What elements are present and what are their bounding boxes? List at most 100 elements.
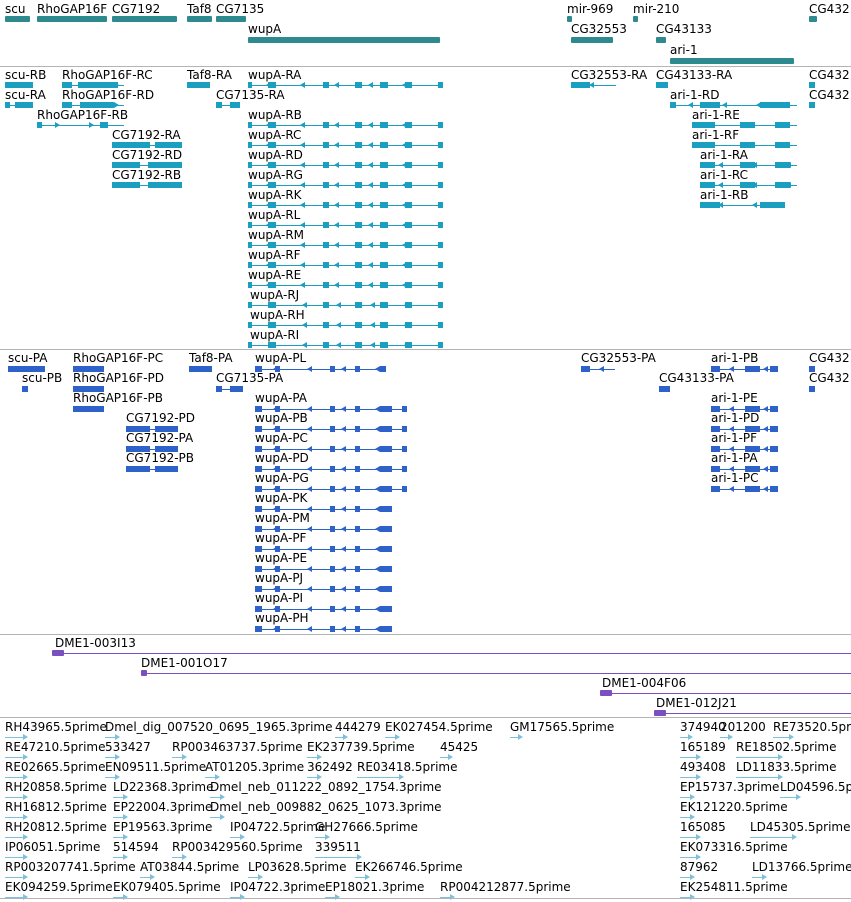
est-label[interactable]: LD11833.5prime: [736, 760, 837, 774]
protein-glyph[interactable]: [216, 389, 243, 390]
est-glyph[interactable]: [5, 857, 25, 858]
est-glyph[interactable]: [105, 757, 117, 758]
est-label[interactable]: RP003463737.5prime: [172, 740, 303, 754]
gene-label-cg43133[interactable]: CG43133: [656, 22, 712, 36]
transcript-label[interactable]: ari-1-RB: [700, 188, 749, 202]
clone-glyph[interactable]: [55, 653, 851, 654]
est-label[interactable]: LP03628.5prime: [248, 860, 347, 874]
est-label[interactable]: AT01205.3prime: [205, 760, 305, 774]
protein-glyph[interactable]: [255, 629, 392, 630]
gene-glyph-taf8[interactable]: [187, 16, 212, 22]
gene-label-mir-969[interactable]: mir-969: [567, 2, 614, 16]
est-glyph[interactable]: [752, 877, 764, 878]
est-label[interactable]: EK027454.5prime: [385, 720, 493, 734]
transcript-glyph[interactable]: [250, 305, 443, 306]
est-glyph[interactable]: [230, 897, 242, 898]
est-label[interactable]: EK079405.5prime: [113, 880, 221, 894]
protein-label[interactable]: CG432: [809, 351, 850, 365]
est-label[interactable]: EN09511.5prime: [105, 760, 207, 774]
transcript-label[interactable]: scu-RA: [5, 88, 46, 102]
est-glyph[interactable]: [113, 837, 125, 838]
gene-glyph-cg32553[interactable]: [571, 37, 613, 43]
protein-glyph[interactable]: [255, 509, 392, 510]
est-glyph[interactable]: [140, 877, 152, 878]
est-label[interactable]: RE02665.5prime: [5, 760, 106, 774]
est-glyph[interactable]: [335, 737, 345, 738]
protein-label[interactable]: ari-1-PE: [711, 391, 758, 405]
est-label[interactable]: RE18502.5prime: [736, 740, 837, 754]
protein-glyph[interactable]: [255, 549, 392, 550]
protein-label[interactable]: scu-PA: [8, 351, 48, 365]
est-glyph[interactable]: [315, 837, 327, 838]
transcript-label[interactable]: CG432: [809, 68, 850, 82]
est-label[interactable]: 87962: [680, 860, 719, 874]
gene-label-cg7135[interactable]: CG7135: [216, 2, 265, 16]
transcript-glyph[interactable]: [670, 105, 797, 106]
transcript-label[interactable]: CG32553-RA: [571, 68, 648, 82]
clone-label[interactable]: DME1-004F06: [602, 676, 687, 690]
protein-label[interactable]: wupA-PA: [255, 391, 307, 405]
est-label[interactable]: Dmel_neb_011222_0892_1754.3prime: [210, 780, 442, 794]
gene-glyph-cg7192[interactable]: [112, 16, 177, 22]
est-label[interactable]: IP06051.5prime: [5, 840, 101, 854]
protein-glyph[interactable]: [581, 369, 615, 370]
transcript-label[interactable]: wupA-RB: [248, 108, 302, 122]
transcript-label[interactable]: wupA-RA: [248, 68, 302, 82]
transcript-label[interactable]: wupA-RE: [248, 268, 302, 282]
transcript-label[interactable]: wupA-RJ: [250, 288, 300, 302]
est-label[interactable]: EP18021.3prime: [325, 880, 425, 894]
gene-label-scu[interactable]: scu: [5, 2, 26, 16]
est-label[interactable]: LD04596.5prime: [780, 780, 851, 794]
est-glyph[interactable]: [5, 897, 25, 898]
transcript-label[interactable]: RhoGAP16F-RB: [37, 108, 129, 122]
est-glyph[interactable]: [357, 777, 401, 778]
transcript-glyph[interactable]: [248, 145, 443, 146]
est-label[interactable]: EK094259.5prime: [5, 880, 113, 894]
est-label[interactable]: EP19563.3prime: [113, 820, 213, 834]
protein-glyph[interactable]: [255, 609, 392, 610]
est-label[interactable]: RH16812.5prime: [5, 800, 107, 814]
clone-glyph[interactable]: [602, 693, 851, 694]
transcript-label[interactable]: CG7192-RB: [112, 168, 182, 182]
transcript-glyph[interactable]: [112, 165, 182, 166]
est-glyph[interactable]: [210, 817, 222, 818]
est-glyph[interactable]: [736, 777, 780, 778]
transcript-glyph[interactable]: [248, 205, 443, 206]
transcript-label[interactable]: wupA-RG: [248, 168, 303, 182]
transcript-glyph[interactable]: [216, 105, 240, 106]
transcript-glyph[interactable]: [248, 165, 443, 166]
est-glyph[interactable]: [230, 837, 242, 838]
protein-label[interactable]: wupA-PE: [255, 551, 308, 565]
est-glyph[interactable]: [680, 777, 698, 778]
protein-label[interactable]: ari-1-PA: [711, 451, 758, 465]
transcript-label[interactable]: ari-1-RF: [692, 128, 740, 142]
est-label[interactable]: 339511: [315, 840, 361, 854]
protein-label[interactable]: RhoGAP16F-PC: [73, 351, 164, 365]
gene-label-rhogap16f[interactable]: RhoGAP16F: [37, 2, 108, 16]
protein-glyph[interactable]: [711, 449, 778, 450]
gene-glyph-cg7135[interactable]: [216, 16, 246, 22]
est-label[interactable]: EK073316.5prime: [680, 840, 788, 854]
gene-label-cg432[interactable]: CG432: [809, 2, 850, 16]
gene-glyph-cg43133[interactable]: [656, 37, 666, 43]
protein-label[interactable]: wupA-PH: [255, 611, 309, 625]
clone-glyph[interactable]: [656, 713, 851, 714]
transcript-glyph[interactable]: [248, 285, 443, 286]
est-glyph[interactable]: [5, 837, 25, 838]
est-glyph[interactable]: [113, 797, 125, 798]
gene-label-ari-1[interactable]: ari-1: [670, 43, 698, 57]
protein-label[interactable]: wupA-PM: [255, 511, 310, 525]
protein-label[interactable]: CG7192-PB: [126, 451, 195, 465]
est-label[interactable]: 362492: [307, 760, 353, 774]
protein-label[interactable]: wupA-PD: [255, 451, 309, 465]
est-glyph[interactable]: [680, 757, 698, 758]
protein-label[interactable]: ari-1-PF: [711, 431, 758, 445]
protein-glyph[interactable]: [255, 529, 392, 530]
est-label[interactable]: 165085: [680, 820, 726, 834]
est-glyph[interactable]: [248, 877, 260, 878]
transcript-label[interactable]: wupA-RL: [248, 208, 301, 222]
protein-label[interactable]: CG32553-PA: [581, 351, 656, 365]
protein-label[interactable]: RhoGAP16F-PD: [73, 371, 165, 385]
est-label[interactable]: EK237739.5prime: [307, 740, 415, 754]
protein-label[interactable]: CG7192-PA: [126, 431, 194, 445]
